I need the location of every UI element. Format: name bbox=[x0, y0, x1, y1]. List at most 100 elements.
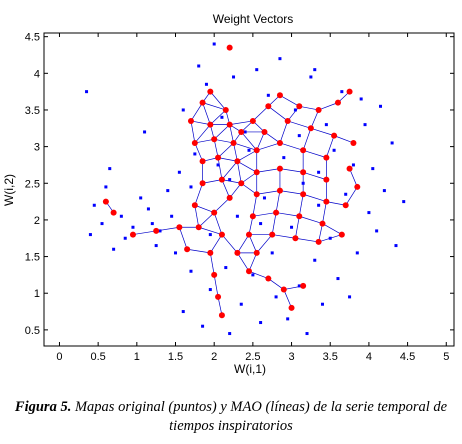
data-point bbox=[305, 332, 309, 336]
map-node bbox=[323, 176, 330, 183]
map-link bbox=[310, 127, 335, 136]
map-link bbox=[272, 234, 296, 239]
data-point bbox=[100, 222, 104, 226]
map-node bbox=[246, 268, 252, 275]
map-link bbox=[213, 139, 219, 158]
y-tick-label: 2 bbox=[34, 215, 40, 227]
map-node bbox=[300, 169, 307, 176]
map-link bbox=[214, 138, 234, 144]
map-node bbox=[265, 275, 272, 282]
map-link bbox=[194, 142, 203, 162]
map-node bbox=[269, 231, 276, 238]
map-node bbox=[288, 304, 295, 311]
map-link bbox=[248, 234, 258, 254]
map-link bbox=[256, 190, 280, 195]
map-link bbox=[275, 190, 281, 213]
data-point bbox=[119, 214, 123, 218]
y-tick-label: 3.5 bbox=[25, 105, 40, 117]
data-point bbox=[228, 332, 232, 336]
map-node bbox=[319, 220, 326, 227]
map-link bbox=[326, 201, 346, 206]
data-point bbox=[146, 207, 150, 211]
map-node bbox=[215, 293, 222, 300]
map-link bbox=[310, 109, 319, 129]
x-tick-label: 2 bbox=[211, 351, 217, 363]
x-tick-label: 4.5 bbox=[400, 351, 415, 363]
map-node bbox=[218, 312, 225, 319]
map-link bbox=[179, 227, 188, 250]
data-point bbox=[259, 222, 263, 226]
map-link bbox=[237, 161, 242, 184]
map-node bbox=[284, 117, 291, 124]
map-node bbox=[338, 231, 345, 238]
map-node bbox=[346, 165, 353, 172]
data-point bbox=[286, 317, 290, 321]
map-node bbox=[234, 249, 241, 256]
map-link bbox=[252, 194, 258, 217]
map-node bbox=[280, 286, 287, 293]
map-link bbox=[229, 183, 242, 199]
map-node bbox=[191, 202, 198, 209]
map-link bbox=[237, 234, 250, 254]
map-link bbox=[210, 109, 227, 125]
map-nodes bbox=[102, 44, 361, 319]
map-link bbox=[256, 131, 265, 151]
map-link bbox=[217, 296, 223, 316]
map-link bbox=[237, 149, 257, 162]
map-link bbox=[295, 216, 300, 239]
map-link bbox=[248, 252, 258, 272]
map-node bbox=[354, 183, 361, 190]
map-link bbox=[318, 223, 323, 242]
data-point bbox=[255, 68, 259, 72]
y-tick-label: 1 bbox=[34, 288, 40, 300]
data-point bbox=[112, 247, 116, 251]
data-point bbox=[293, 108, 297, 112]
x-axis-label: W(i,1) bbox=[234, 362, 266, 376]
y-tick-label: 0.5 bbox=[25, 325, 40, 337]
map-node bbox=[215, 154, 222, 161]
map-link bbox=[256, 142, 281, 151]
map-node bbox=[300, 282, 307, 289]
map-node bbox=[199, 158, 206, 165]
map-node bbox=[207, 88, 214, 95]
plot-area bbox=[43, 32, 455, 347]
data-point bbox=[320, 302, 324, 306]
map-node bbox=[211, 271, 218, 278]
data-point bbox=[228, 178, 232, 182]
map-link bbox=[194, 205, 200, 228]
map-node bbox=[110, 209, 117, 216]
data-point bbox=[297, 134, 301, 138]
data-points bbox=[85, 42, 406, 336]
x-tick-label: 3 bbox=[288, 351, 294, 363]
map-link bbox=[213, 212, 223, 235]
x-tick-label: 3.5 bbox=[323, 351, 338, 363]
caption-label: Figura 5. bbox=[14, 399, 72, 415]
data-point bbox=[208, 288, 212, 292]
data-point bbox=[208, 233, 212, 237]
map-link bbox=[213, 197, 230, 213]
data-point bbox=[158, 229, 162, 233]
map-node bbox=[191, 139, 198, 146]
map-node bbox=[226, 194, 233, 201]
y-axis-label: W(i,2) bbox=[2, 174, 16, 206]
data-point bbox=[189, 269, 193, 273]
data-point bbox=[359, 97, 363, 101]
map-node bbox=[331, 132, 338, 139]
map-link bbox=[229, 120, 253, 125]
map-link bbox=[132, 230, 157, 235]
map-link bbox=[240, 131, 258, 151]
data-point bbox=[189, 185, 193, 189]
map-node bbox=[253, 147, 260, 154]
y-tick-label: 4.5 bbox=[25, 32, 40, 44]
map-node bbox=[342, 202, 349, 209]
data-point bbox=[375, 229, 379, 233]
map-node bbox=[230, 139, 237, 146]
map-node bbox=[199, 99, 206, 106]
map-link bbox=[298, 194, 304, 217]
y-tick-label: 1.5 bbox=[25, 252, 40, 264]
map-node bbox=[276, 139, 283, 146]
x-tick-label: 1.5 bbox=[168, 351, 183, 363]
y-tick-label: 4 bbox=[34, 68, 40, 80]
map-node bbox=[292, 235, 299, 242]
data-point bbox=[247, 148, 251, 152]
